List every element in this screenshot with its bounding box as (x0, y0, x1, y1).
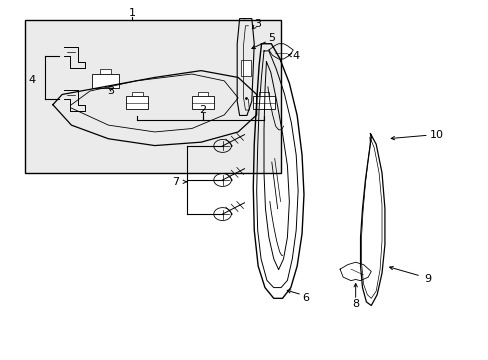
Bar (92, 75, 119, 89)
Text: 4: 4 (291, 51, 299, 61)
Bar (240, 60, 251, 76)
Bar (197, 92, 208, 96)
Text: 6: 6 (301, 293, 308, 303)
Text: 3: 3 (254, 19, 261, 29)
Text: 10: 10 (429, 130, 443, 140)
Text: 8: 8 (351, 299, 359, 309)
Text: 9: 9 (423, 274, 430, 284)
Text: 1: 1 (128, 8, 136, 18)
Bar (100, 69, 111, 75)
Text: 7: 7 (171, 177, 179, 187)
Bar (132, 92, 142, 96)
Bar (253, 96, 274, 109)
Text: 4: 4 (29, 75, 36, 85)
Text: 5: 5 (267, 33, 274, 43)
Text: 3: 3 (107, 86, 114, 96)
Text: 2: 2 (199, 105, 206, 115)
Bar (126, 96, 148, 109)
Bar (258, 92, 269, 96)
Bar (25, 21, 281, 173)
Bar (192, 96, 213, 109)
